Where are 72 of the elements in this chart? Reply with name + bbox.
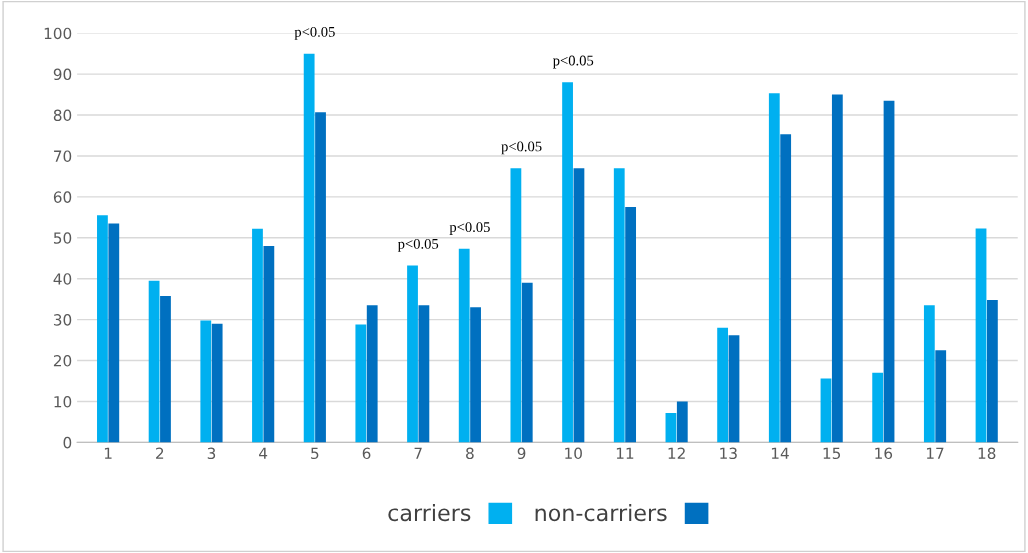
x-tick-label: 13: [720, 447, 737, 460]
x-tick-label: 10: [565, 447, 582, 460]
bar: [521, 282, 533, 443]
x-tick-label: 4: [259, 447, 268, 459]
bar: [97, 215, 108, 443]
bar: [768, 93, 780, 443]
x-tick-label: 3: [207, 447, 216, 460]
bar: [355, 324, 367, 443]
bar: [728, 335, 740, 443]
bar: [935, 350, 947, 443]
legend-label: non-carriers: [535, 503, 667, 522]
x-tick-label: 5: [311, 447, 319, 460]
y-tick-label: 0: [63, 436, 72, 449]
y-tick-label: 50: [53, 232, 72, 244]
bar: [665, 412, 677, 443]
bar: [458, 248, 470, 443]
y-tick-label: 10: [54, 395, 72, 408]
x-tick-label: 17: [926, 447, 944, 459]
bar: [872, 372, 884, 443]
bar: [315, 112, 326, 443]
bar: [613, 168, 625, 443]
x-tick-label: 12: [668, 447, 685, 459]
y-tick-label: 60: [53, 191, 72, 203]
bar: [366, 305, 378, 443]
bar: [108, 223, 120, 443]
y-tick-label: 70: [54, 150, 72, 162]
x-tick-label: 18: [978, 447, 996, 460]
annotation: p<0.05: [552, 55, 594, 69]
bar: [160, 295, 171, 443]
bar: [510, 168, 522, 443]
bar: [470, 307, 481, 443]
x-tick-label: 15: [823, 447, 841, 460]
bar: [923, 305, 935, 443]
bar: [820, 378, 832, 443]
bar: [975, 228, 987, 443]
bar: [211, 323, 223, 443]
bar: [148, 280, 160, 443]
y-tick-label: 20: [53, 355, 72, 367]
x-tick-label: 2: [156, 447, 164, 459]
y-tick-label: 90: [53, 68, 72, 81]
y-tick-label: 100: [44, 27, 72, 40]
x-tick-label: 8: [466, 447, 474, 460]
bar: [303, 53, 315, 443]
bar: [625, 207, 637, 443]
bar: [717, 327, 729, 443]
annotation: p<0.05: [397, 238, 439, 252]
bar: [676, 401, 688, 443]
y-tick-label: 30: [53, 314, 72, 326]
bar: [831, 94, 843, 443]
x-tick-label: 9: [517, 447, 526, 460]
y-tick-label: 40: [53, 273, 72, 285]
bar: [562, 82, 573, 443]
bar: [780, 134, 792, 443]
y-tick-label: 80: [53, 109, 72, 122]
x-tick-label: 1: [104, 447, 112, 459]
bar: [418, 305, 430, 443]
annotation: p<0.05: [449, 222, 490, 235]
x-tick-label: 7: [414, 447, 422, 459]
bar: [573, 168, 585, 443]
annotation: p<0.05: [501, 141, 542, 155]
x-tick-label: 16: [875, 447, 893, 460]
bar: [263, 245, 275, 443]
bar: [407, 265, 418, 443]
legend-label: carriers: [388, 503, 471, 522]
x-tick-label: 14: [771, 447, 789, 459]
bar: [252, 228, 263, 443]
annotation: p<0.05: [294, 26, 335, 40]
bar: [883, 100, 895, 443]
bar: [200, 320, 212, 443]
bar: [986, 299, 998, 443]
x-tick-label: 11: [616, 447, 634, 459]
x-tick-label: 6: [362, 447, 371, 460]
